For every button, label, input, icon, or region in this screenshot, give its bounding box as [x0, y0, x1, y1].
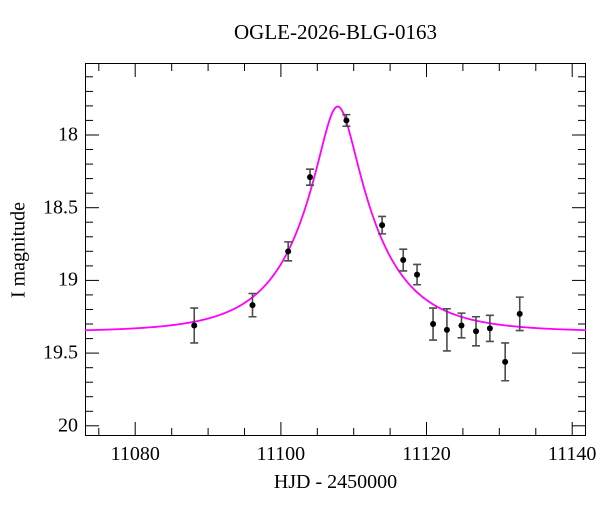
y-tick-label: 18.5: [43, 196, 78, 219]
data-point-marker: [414, 271, 421, 278]
x-tick-label: 11140: [547, 443, 597, 465]
y-tick-label: 19: [58, 268, 78, 291]
data-point-marker: [502, 358, 509, 365]
x-tick-label: 11080: [110, 443, 160, 465]
plot-title: OGLE-2026-BLG-0163: [234, 20, 437, 44]
data-point-marker: [285, 248, 292, 255]
data-point-marker: [516, 310, 523, 317]
plot-area: [85, 63, 586, 436]
data-point-marker: [191, 322, 198, 329]
data-point-marker: [379, 222, 386, 229]
x-tick-label: 11100: [256, 443, 306, 465]
data-point-marker: [430, 321, 437, 328]
x-axis-title: HJD - 2450000: [273, 471, 398, 493]
data-point-marker: [473, 328, 480, 335]
x-tick-label: 11120: [402, 443, 451, 465]
plot-frame: [85, 63, 586, 436]
y-tick-label: 18: [58, 123, 78, 146]
y-tick-label: 20: [58, 414, 78, 437]
data-point-marker: [458, 322, 465, 329]
data-point-marker: [443, 326, 450, 333]
data-point-marker: [343, 117, 350, 124]
data-point-marker: [249, 302, 256, 309]
data-point-marker: [307, 174, 314, 181]
model-curve: [85, 105, 586, 332]
data-point-marker: [400, 257, 407, 264]
plot-canvas: [85, 63, 586, 436]
data-point-marker: [486, 325, 493, 332]
y-tick-label: 19.5: [43, 341, 78, 364]
